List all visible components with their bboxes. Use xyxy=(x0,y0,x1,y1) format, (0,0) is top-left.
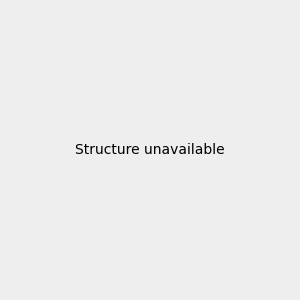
Text: Structure unavailable: Structure unavailable xyxy=(75,143,225,157)
